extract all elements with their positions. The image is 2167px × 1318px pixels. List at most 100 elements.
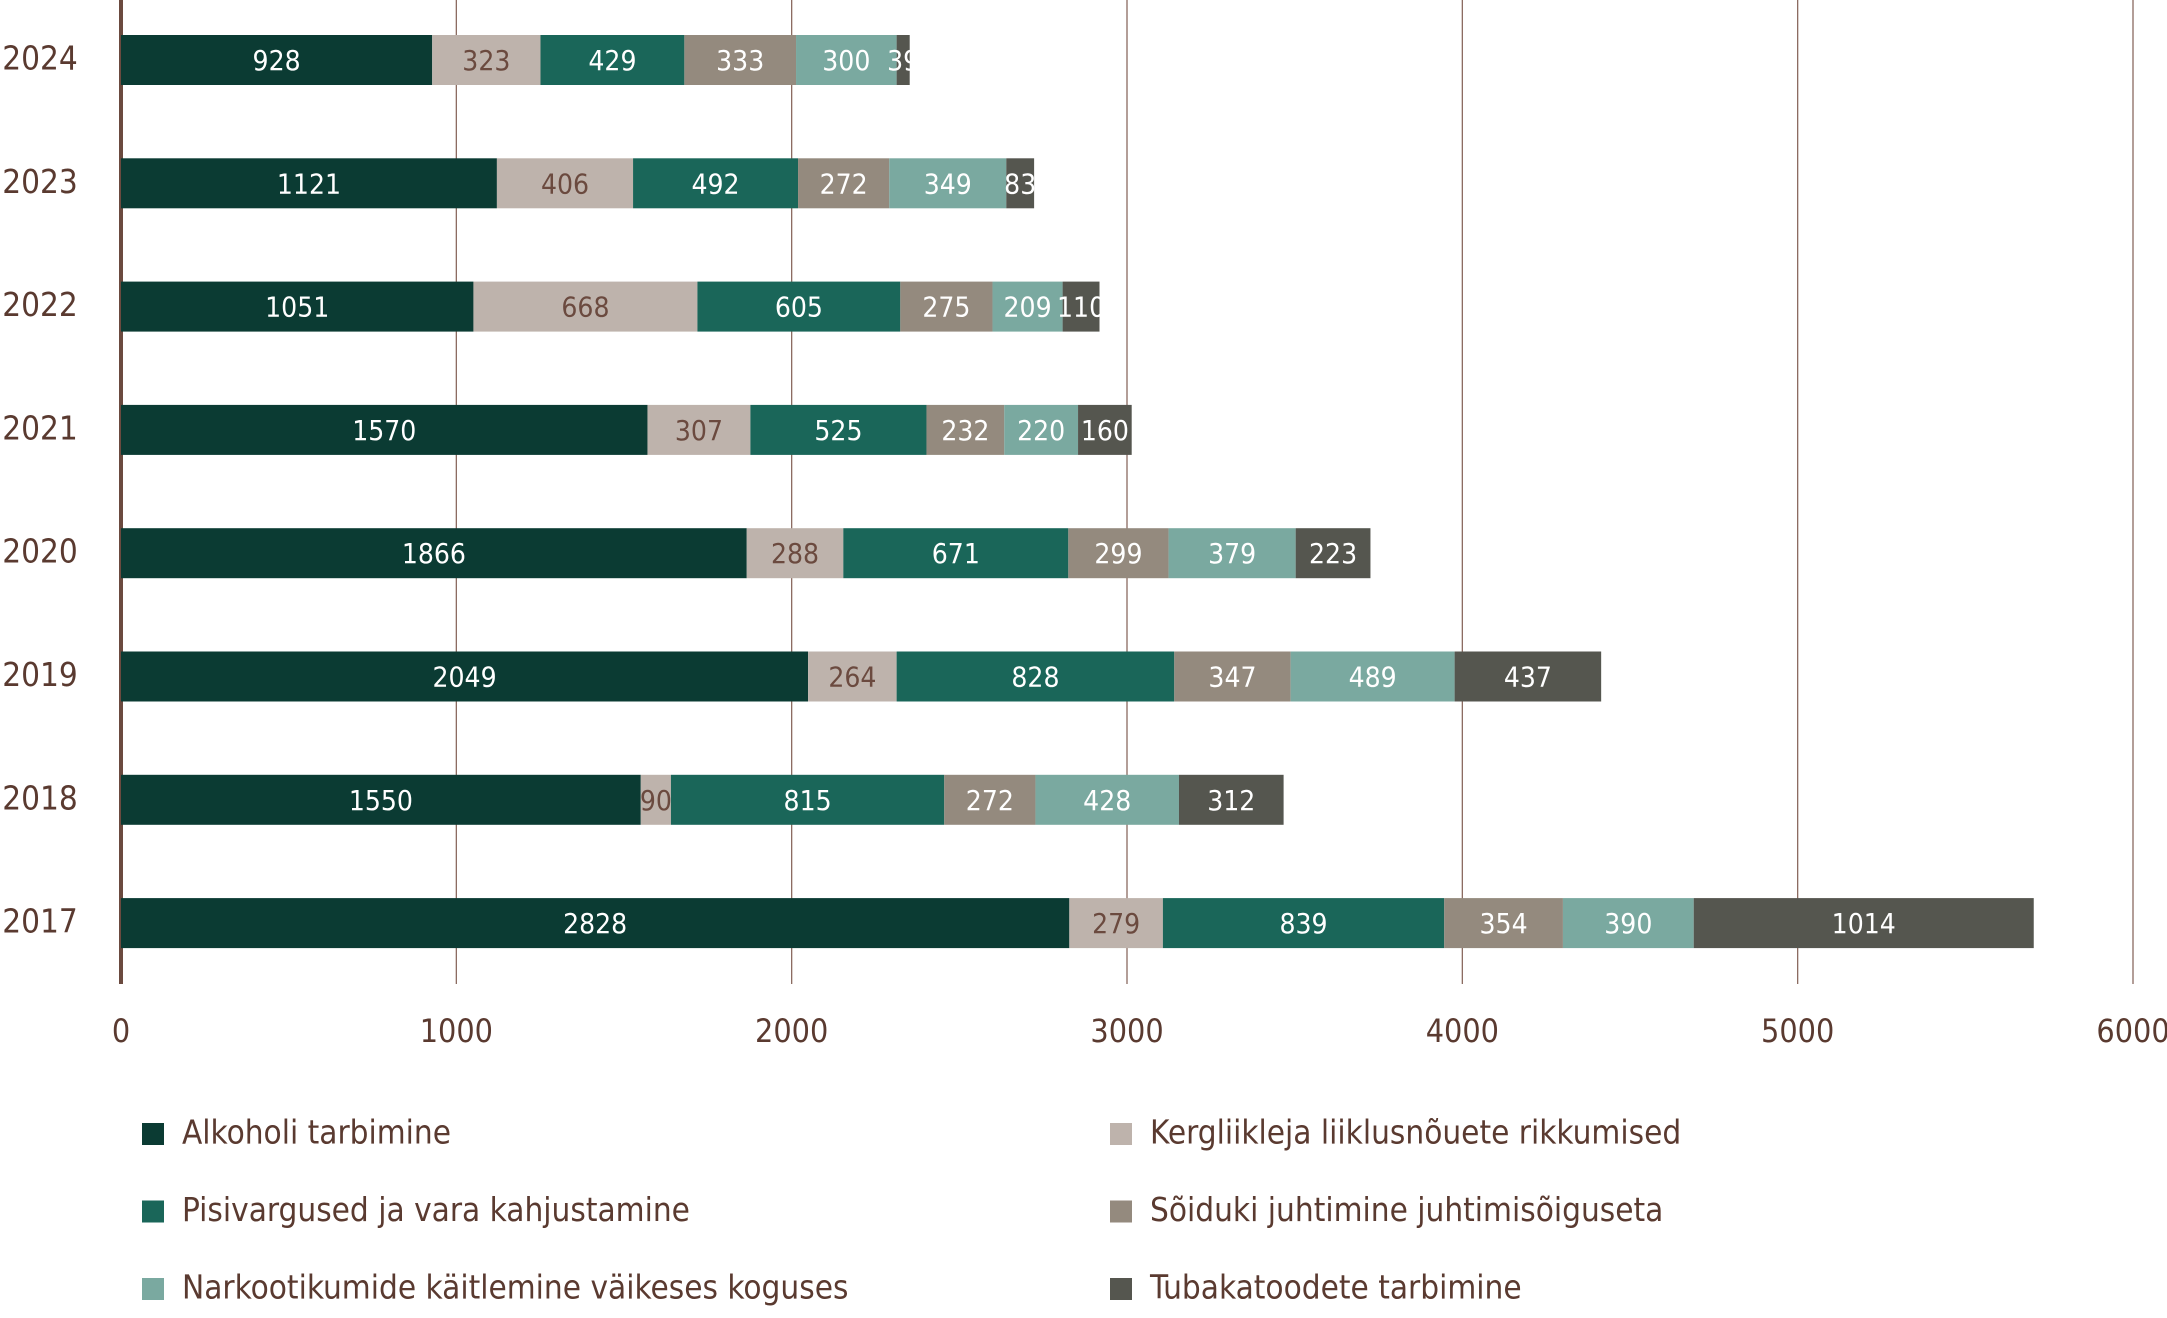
bar-segment xyxy=(121,281,474,332)
bar-segment xyxy=(1693,898,2034,949)
bar-segment xyxy=(473,281,698,332)
value-label: 525 xyxy=(814,414,862,447)
legend-label: Narkootikumide käitlemine väikeses kogus… xyxy=(182,1268,848,1307)
y-tick-label: 2022 xyxy=(2,285,78,324)
bar-segment xyxy=(1454,651,1602,702)
x-tick-label: 3000 xyxy=(1090,1012,1163,1050)
bar-segment xyxy=(1078,404,1132,455)
bar-segment xyxy=(1006,158,1035,209)
legend-label: Sõiduki juhtimine juhtimisõiguseta xyxy=(1150,1190,1663,1229)
bar-segment xyxy=(843,528,1069,579)
bar-segment xyxy=(1178,774,1284,825)
value-label: 2828 xyxy=(563,907,627,940)
x-tick-label: 5000 xyxy=(1761,1012,1834,1050)
bar-segment xyxy=(808,651,897,702)
value-label: 828 xyxy=(1011,661,1059,694)
value-label: 272 xyxy=(820,167,868,200)
value-label: 1014 xyxy=(1832,907,1896,940)
value-label: 223 xyxy=(1309,537,1357,570)
value-label: 90 xyxy=(640,784,672,817)
x-tick-label: 4000 xyxy=(1426,1012,1499,1050)
bar-segment xyxy=(697,281,901,332)
value-label: 379 xyxy=(1208,537,1256,570)
value-label: 272 xyxy=(966,784,1014,817)
bar-segment xyxy=(1444,898,1563,949)
y-tick-label: 2021 xyxy=(2,408,78,447)
bar-segment xyxy=(1069,898,1163,949)
value-label: 83 xyxy=(1004,167,1036,200)
bar-segment xyxy=(1174,651,1291,702)
value-label: 437 xyxy=(1504,661,1552,694)
y-tick-label: 2023 xyxy=(2,162,78,201)
bar-segment xyxy=(121,528,747,579)
value-label: 220 xyxy=(1017,414,1065,447)
bar-segment xyxy=(121,898,1070,949)
bar-segment xyxy=(540,35,685,85)
value-label: 160 xyxy=(1081,414,1129,447)
legend-label: Pisivargused ja vara kahjustamine xyxy=(182,1190,690,1229)
value-label: 390 xyxy=(1604,907,1652,940)
value-label: 815 xyxy=(784,784,832,817)
bar-segment xyxy=(746,528,844,579)
value-label: 232 xyxy=(941,414,989,447)
bar-segment xyxy=(496,158,634,209)
value-label: 209 xyxy=(1004,291,1052,324)
bar-segment xyxy=(798,158,890,209)
value-label: 2049 xyxy=(433,661,497,694)
value-label: 333 xyxy=(716,44,764,77)
value-label: 1051 xyxy=(265,291,329,324)
bar-segment xyxy=(796,35,897,85)
bar-segment xyxy=(684,35,797,85)
bar-segment xyxy=(1562,898,1694,949)
value-label: 349 xyxy=(924,167,972,200)
bar-segment xyxy=(896,651,1175,702)
value-label: 264 xyxy=(828,661,876,694)
value-label: 347 xyxy=(1208,661,1256,694)
legend-swatch xyxy=(1110,1200,1132,1223)
value-label: 671 xyxy=(932,537,980,570)
bar-segment xyxy=(1068,528,1169,579)
value-label: 279 xyxy=(1092,907,1140,940)
bar-segment xyxy=(750,404,927,455)
value-label: 1121 xyxy=(277,167,341,200)
bar-segment xyxy=(1168,528,1296,579)
bar-segment xyxy=(121,774,641,825)
y-tick-label: 2020 xyxy=(2,532,78,571)
value-label: 406 xyxy=(541,167,589,200)
y-tick-label: 2019 xyxy=(2,655,78,694)
value-label: 605 xyxy=(775,291,823,324)
bar-segment xyxy=(1295,528,1371,579)
bar-segment xyxy=(926,404,1005,455)
bar-segment xyxy=(647,404,751,455)
value-label: 492 xyxy=(692,167,740,200)
bar-segment xyxy=(896,35,910,85)
legend-swatch xyxy=(142,1278,164,1300)
bar-segment xyxy=(633,158,799,209)
value-label: 668 xyxy=(561,291,609,324)
x-tick-label: 1000 xyxy=(420,1012,493,1050)
bar-segment xyxy=(889,158,1007,209)
legend-swatch xyxy=(1110,1278,1132,1300)
bar-segment xyxy=(900,281,993,332)
legend-swatch xyxy=(1110,1123,1132,1145)
legend-label: Alkoholi tarbimine xyxy=(182,1113,451,1152)
bar-segment xyxy=(1162,898,1445,949)
x-tick-label: 6000 xyxy=(2096,1012,2167,1050)
value-label: 288 xyxy=(771,537,819,570)
value-label: 1550 xyxy=(349,784,413,817)
legend-swatch xyxy=(142,1200,164,1223)
value-label: 39 xyxy=(887,44,919,77)
y-tick-label: 2018 xyxy=(2,778,78,817)
value-label: 323 xyxy=(462,44,510,77)
value-label: 354 xyxy=(1480,907,1528,940)
value-label: 489 xyxy=(1349,661,1397,694)
legend-label: Tubakatoodete tarbimine xyxy=(1149,1268,1522,1307)
value-label: 1866 xyxy=(402,537,466,570)
x-tick-label: 0 xyxy=(112,1012,130,1050)
x-tick-label: 2000 xyxy=(755,1012,828,1050)
y-tick-label: 2017 xyxy=(2,902,78,941)
value-label: 839 xyxy=(1280,907,1328,940)
bar-segment xyxy=(121,651,809,702)
value-label: 312 xyxy=(1207,784,1255,817)
value-label: 275 xyxy=(922,291,970,324)
